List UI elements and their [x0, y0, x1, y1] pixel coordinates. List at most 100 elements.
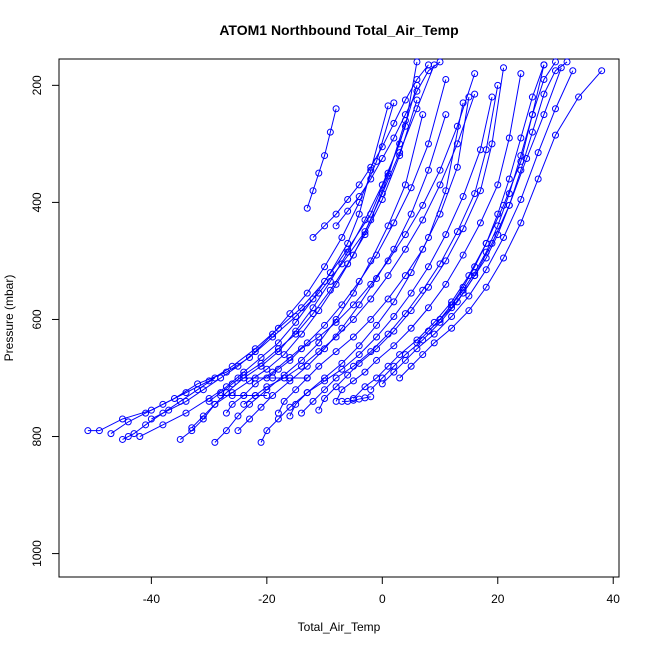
data-point	[367, 348, 375, 356]
data-point	[401, 245, 409, 253]
data-point	[263, 365, 271, 373]
data-point	[240, 400, 248, 408]
data-point	[263, 392, 271, 400]
data-point	[309, 397, 317, 405]
data-point	[407, 184, 415, 192]
series-line	[87, 64, 435, 432]
data-point	[246, 354, 254, 362]
series-line	[399, 70, 603, 379]
data-point	[274, 409, 282, 417]
data-point	[147, 406, 155, 414]
y-tick-label: 800	[30, 426, 44, 446]
data-point	[436, 315, 444, 323]
data-point	[505, 190, 513, 198]
data-point	[344, 207, 352, 215]
data-point	[367, 386, 375, 394]
data-point	[517, 70, 525, 78]
series-line	[243, 93, 476, 405]
data-point	[332, 333, 340, 341]
data-point	[384, 272, 392, 280]
data-point	[442, 75, 450, 83]
data-point	[505, 175, 513, 183]
data-point	[494, 181, 502, 189]
data-point	[551, 67, 559, 75]
y-tick-label: 1000	[30, 540, 44, 567]
series-line	[208, 99, 418, 402]
data-point	[551, 131, 559, 139]
data-point	[517, 195, 525, 203]
data-point	[280, 351, 288, 359]
data-point	[349, 333, 357, 341]
data-point	[211, 400, 219, 408]
data-point	[199, 412, 207, 420]
data-point	[309, 234, 317, 242]
data-point	[430, 330, 438, 338]
data-point	[222, 427, 230, 435]
data-point	[390, 134, 398, 142]
data-point	[419, 286, 427, 294]
data-point	[344, 260, 352, 268]
data-point	[378, 155, 386, 163]
y-tick-label: 600	[30, 309, 44, 329]
data-point	[176, 397, 184, 405]
data-point	[240, 392, 248, 400]
data-point	[471, 272, 479, 280]
data-point	[419, 351, 427, 359]
data-point	[436, 210, 444, 218]
data-point	[142, 421, 150, 429]
data-point	[274, 365, 282, 373]
y-tick-label: 200	[30, 75, 44, 95]
data-point	[303, 204, 311, 212]
data-point	[338, 365, 346, 373]
data-point	[309, 295, 317, 303]
data-point	[251, 374, 259, 382]
data-point	[384, 330, 392, 338]
data-point	[459, 225, 467, 233]
data-point	[367, 295, 375, 303]
data-point	[390, 298, 398, 306]
data-point	[407, 362, 415, 370]
data-point	[476, 187, 484, 195]
data-point	[257, 403, 265, 411]
series-line	[301, 85, 499, 414]
data-point	[396, 152, 404, 160]
data-point	[234, 427, 242, 435]
data-point	[159, 409, 167, 417]
data-point	[534, 175, 542, 183]
data-point	[228, 400, 236, 408]
data-point	[471, 190, 479, 198]
data-point	[349, 301, 357, 309]
data-point	[176, 435, 184, 443]
data-point	[390, 313, 398, 321]
data-point	[119, 415, 127, 423]
data-point	[332, 374, 340, 382]
data-point	[557, 64, 565, 72]
data-point	[332, 222, 340, 230]
data-point	[494, 231, 502, 239]
data-point	[419, 201, 427, 209]
data-point	[332, 318, 340, 326]
series-line	[312, 64, 429, 238]
data-point	[321, 386, 329, 394]
series-line	[226, 79, 447, 414]
data-point	[292, 330, 300, 338]
series-line	[335, 61, 441, 227]
data-point	[442, 231, 450, 239]
data-point	[476, 146, 484, 154]
data-point	[384, 222, 392, 230]
data-point	[407, 289, 415, 297]
data-point	[424, 67, 432, 75]
data-point	[373, 274, 381, 282]
data-point	[228, 380, 236, 388]
y-axis-label: Pressure (mbar)	[2, 275, 16, 362]
data-point	[124, 418, 132, 426]
data-point	[234, 412, 242, 420]
data-point	[361, 231, 369, 239]
data-point	[424, 263, 432, 271]
data-point	[321, 263, 329, 271]
x-axis: -40 -20 0 20 40	[143, 576, 620, 606]
data-point	[413, 339, 421, 347]
data-point	[373, 321, 381, 329]
